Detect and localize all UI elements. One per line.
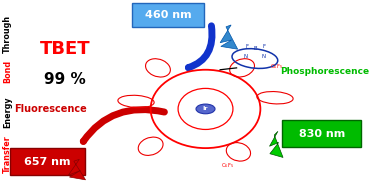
Text: 830 nm: 830 nm [299,129,345,139]
Text: Energy: Energy [3,97,12,128]
Text: 99 %: 99 % [44,72,85,86]
Text: Through: Through [3,15,12,53]
Text: Fluorescence: Fluorescence [14,104,87,114]
Text: $\mathregular{C_6F_5}$: $\mathregular{C_6F_5}$ [221,161,234,170]
Polygon shape [68,159,85,180]
FancyBboxPatch shape [10,148,85,175]
Text: 460 nm: 460 nm [145,10,192,20]
FancyArrowPatch shape [189,26,212,68]
Text: Bond: Bond [3,60,12,83]
Text: F: F [262,44,266,49]
Text: Ir: Ir [203,106,208,111]
FancyBboxPatch shape [132,4,204,27]
Polygon shape [220,25,238,49]
Text: F: F [245,44,248,49]
Circle shape [196,104,215,114]
FancyBboxPatch shape [282,120,361,147]
Text: TBET: TBET [39,40,90,58]
Polygon shape [270,131,283,157]
Text: Transfer: Transfer [3,135,12,173]
Text: N: N [244,54,248,59]
Text: Phosphorescence: Phosphorescence [280,67,369,76]
Text: 657 nm: 657 nm [24,157,71,167]
Text: B: B [253,46,257,51]
FancyArrowPatch shape [83,110,164,141]
Text: $\mathregular{C_6F_5}$: $\mathregular{C_6F_5}$ [270,62,283,71]
Text: N: N [262,54,266,59]
